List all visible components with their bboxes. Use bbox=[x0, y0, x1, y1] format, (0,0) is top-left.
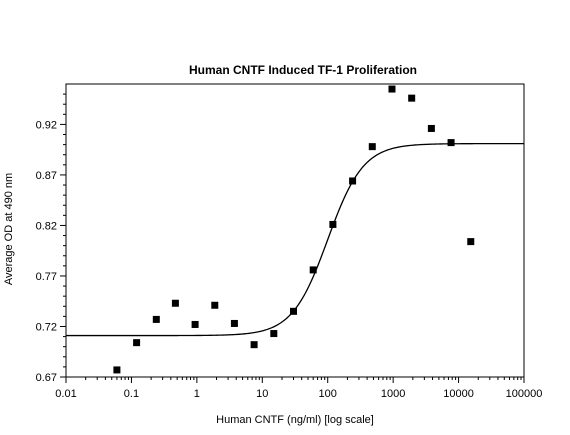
data-point bbox=[270, 330, 278, 338]
x-tick-label: 0.1 bbox=[124, 388, 139, 400]
x-tick-label: 100 bbox=[319, 388, 337, 400]
x-tick-label: 1000 bbox=[381, 388, 405, 400]
data-point bbox=[447, 139, 455, 147]
data-point bbox=[230, 319, 238, 327]
data-point bbox=[113, 366, 121, 374]
chart-title: Human CNTF Induced TF-1 Proliferation bbox=[189, 63, 417, 77]
data-point bbox=[211, 301, 219, 309]
data-point bbox=[133, 339, 141, 347]
data-point bbox=[250, 341, 258, 349]
y-tick-label: 0.87 bbox=[36, 170, 57, 182]
y-axis-label: Average OD at 490 nm bbox=[3, 173, 15, 285]
plot-frame bbox=[65, 83, 525, 378]
data-point bbox=[368, 143, 376, 151]
axis-ticks: 0.01 0.1 1 10 100 1000 10000 100000 0.67 0.72 0.77… bbox=[36, 93, 543, 400]
y-tick-label: 0.82 bbox=[36, 220, 57, 232]
x-tick-label: 100000 bbox=[506, 388, 543, 400]
data-point bbox=[290, 307, 298, 315]
y-tick-label: 0.92 bbox=[36, 119, 57, 131]
y-tick-label: 0.67 bbox=[36, 372, 57, 384]
x-tick-label: 10 bbox=[256, 388, 268, 400]
data-point bbox=[388, 85, 396, 93]
data-point bbox=[191, 320, 199, 328]
data-point bbox=[171, 299, 179, 307]
y-tick-label: 0.72 bbox=[36, 321, 57, 333]
x-tick-label: 10000 bbox=[443, 388, 474, 400]
x-axis-label: Human CNTF (ng/ml) [log scale] bbox=[216, 414, 374, 426]
data-point bbox=[309, 266, 317, 274]
data-point bbox=[349, 177, 357, 185]
data-point bbox=[408, 94, 416, 102]
y-tick-label: 0.77 bbox=[36, 271, 57, 283]
data-point bbox=[427, 124, 435, 132]
data-point bbox=[467, 238, 475, 246]
x-tick-label: 1 bbox=[194, 388, 200, 400]
data-point bbox=[329, 220, 337, 228]
data-points-layer bbox=[113, 85, 475, 374]
data-point bbox=[152, 315, 160, 323]
x-tick-label: 0.01 bbox=[55, 388, 76, 400]
